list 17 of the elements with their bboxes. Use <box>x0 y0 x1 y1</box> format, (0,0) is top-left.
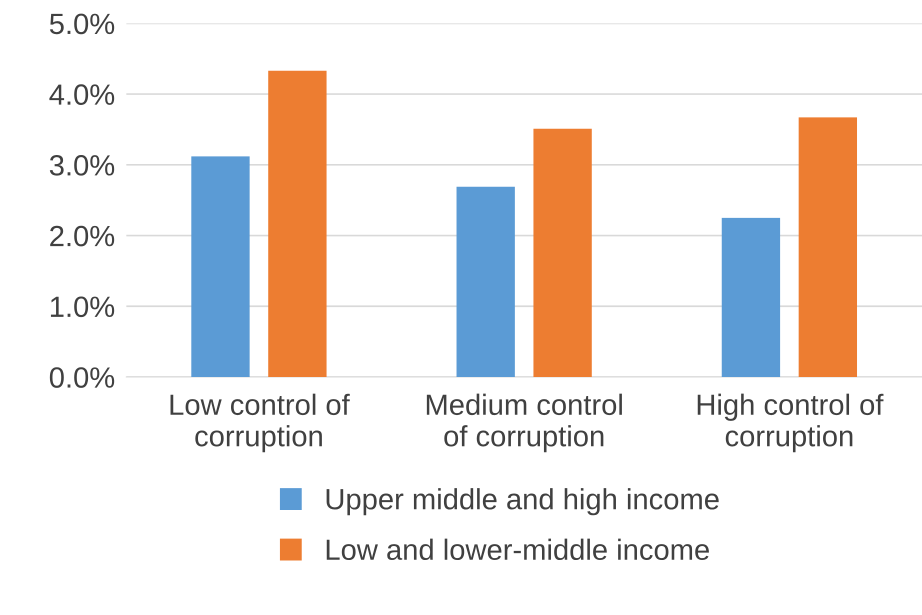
y-tick-label: 2.0% <box>50 226 114 246</box>
bar <box>722 218 780 377</box>
bar <box>191 156 250 377</box>
legend-label: Upper middle and high income <box>326 488 719 516</box>
y-tick-label: 0.0% <box>50 367 114 388</box>
legend-label: Low and lower-middle income <box>326 538 709 560</box>
y-tick-label: 3.0% <box>50 155 114 176</box>
y-tick-label: 4.0% <box>49 84 114 105</box>
bar <box>268 70 327 377</box>
bar <box>798 117 858 377</box>
x-tick-label: Medium control of corruption <box>426 394 622 452</box>
x-tick-label: Low control of corruption <box>170 394 350 452</box>
bar <box>533 128 592 377</box>
bar <box>456 186 515 377</box>
y-tick-label: 1.0% <box>50 296 114 318</box>
y-tick-label: 5.0% <box>50 14 114 34</box>
x-tick-label: High control of corruption <box>698 394 884 452</box>
